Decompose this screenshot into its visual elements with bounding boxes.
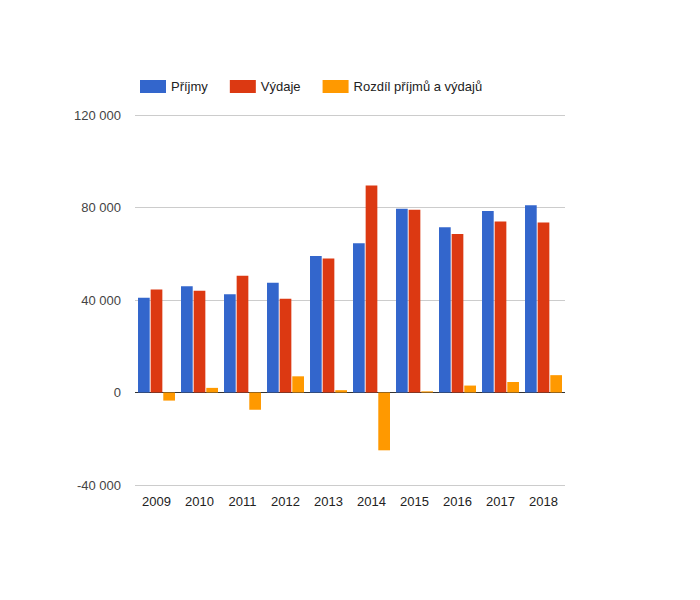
svg-text:-40 000: -40 000 xyxy=(77,478,121,493)
svg-text:80 000: 80 000 xyxy=(81,200,121,215)
svg-text:40 000: 40 000 xyxy=(81,293,121,308)
svg-text:Příjmy: Příjmy xyxy=(171,79,208,94)
svg-text:Výdaje: Výdaje xyxy=(261,79,301,94)
svg-text:2018: 2018 xyxy=(529,494,558,509)
svg-text:2016: 2016 xyxy=(443,494,472,509)
svg-text:0: 0 xyxy=(114,385,121,400)
svg-text:2010: 2010 xyxy=(185,494,214,509)
svg-text:2012: 2012 xyxy=(271,494,300,509)
svg-text:2009: 2009 xyxy=(142,494,171,509)
svg-text:2013: 2013 xyxy=(314,494,343,509)
svg-text:2014: 2014 xyxy=(357,494,386,509)
svg-text:120 000: 120 000 xyxy=(74,108,121,123)
svg-text:2011: 2011 xyxy=(229,494,257,509)
svg-text:2017: 2017 xyxy=(486,494,515,509)
svg-text:2015: 2015 xyxy=(400,494,429,509)
svg-text:Rozdíl příjmů a výdajů: Rozdíl příjmů a výdajů xyxy=(354,79,483,94)
